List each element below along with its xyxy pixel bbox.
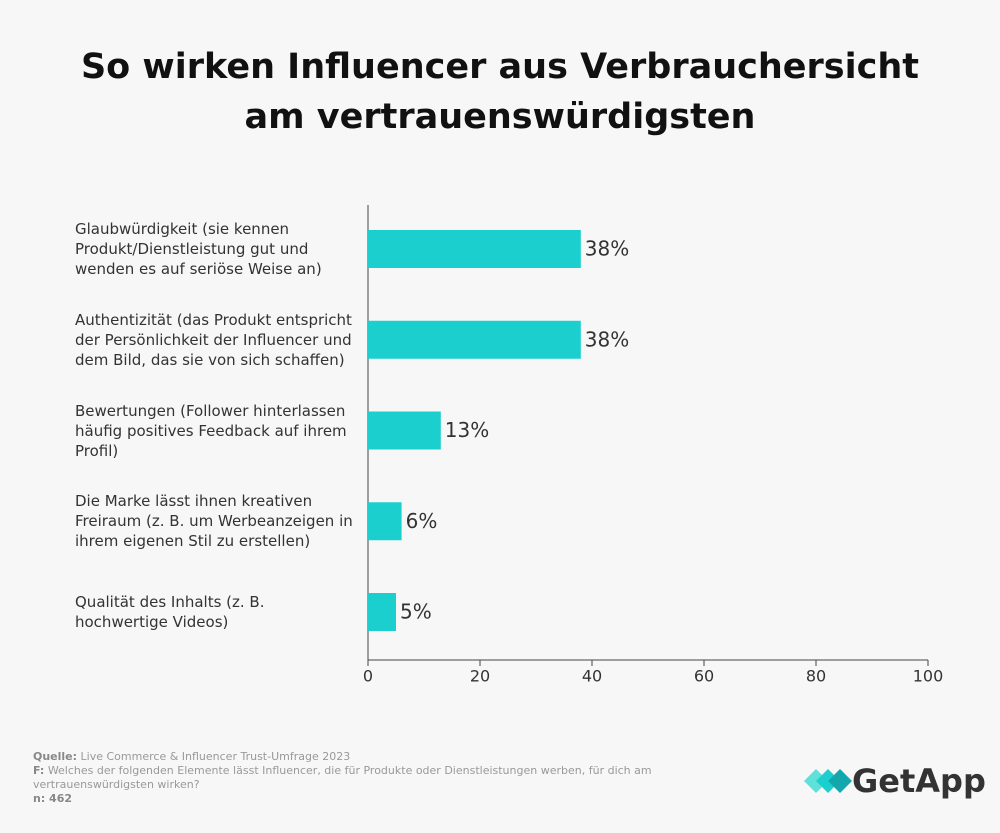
bar [368, 502, 402, 541]
x-tick-label: 60 [694, 667, 714, 686]
source: Live Commerce & Influencer Trust-Umfrage… [80, 750, 351, 763]
footer: Quelle: Live Commerce & Influencer Trust… [33, 750, 673, 806]
logo: GetApp [852, 762, 986, 800]
bar [368, 230, 581, 268]
sample-size: n: 462 [33, 792, 73, 805]
question: Welches der folgenden Elemente lässt Inf… [33, 764, 652, 791]
y-tick-label: Die Marke lässt ihnen kreativen Freiraum… [75, 492, 353, 551]
y-tick-label: Authentizität (das Produkt entspricht de… [75, 310, 352, 369]
data-label: 5% [400, 600, 432, 624]
y-tick-label: Glaubwürdigkeit (sie kennen Produkt/Dien… [75, 220, 322, 278]
x-tick-label: 20 [470, 667, 490, 686]
bar [368, 411, 441, 450]
x-tick-label: 100 [913, 667, 944, 686]
data-label: 6% [406, 509, 438, 533]
logo-icon [804, 769, 852, 793]
y-tick-label: Qualität des Inhalts (z. B. hochwertige … [75, 593, 265, 631]
x-tick-label: 0 [363, 667, 373, 686]
source-label: Quelle: [33, 750, 78, 763]
x-tick-label: 40 [582, 667, 602, 686]
data-label: 13% [445, 418, 489, 442]
y-tick-label: Bewertungen (Follower hinterlassen häufi… [75, 401, 347, 460]
bar [368, 593, 396, 631]
chart-title: So wirken Influencer aus Verbrauchersich… [80, 47, 920, 137]
data-label: 38% [585, 237, 629, 261]
x-tick-label: 80 [806, 667, 826, 686]
question-label: F: [33, 764, 45, 777]
bar [368, 320, 581, 359]
data-label: 38% [585, 327, 629, 351]
